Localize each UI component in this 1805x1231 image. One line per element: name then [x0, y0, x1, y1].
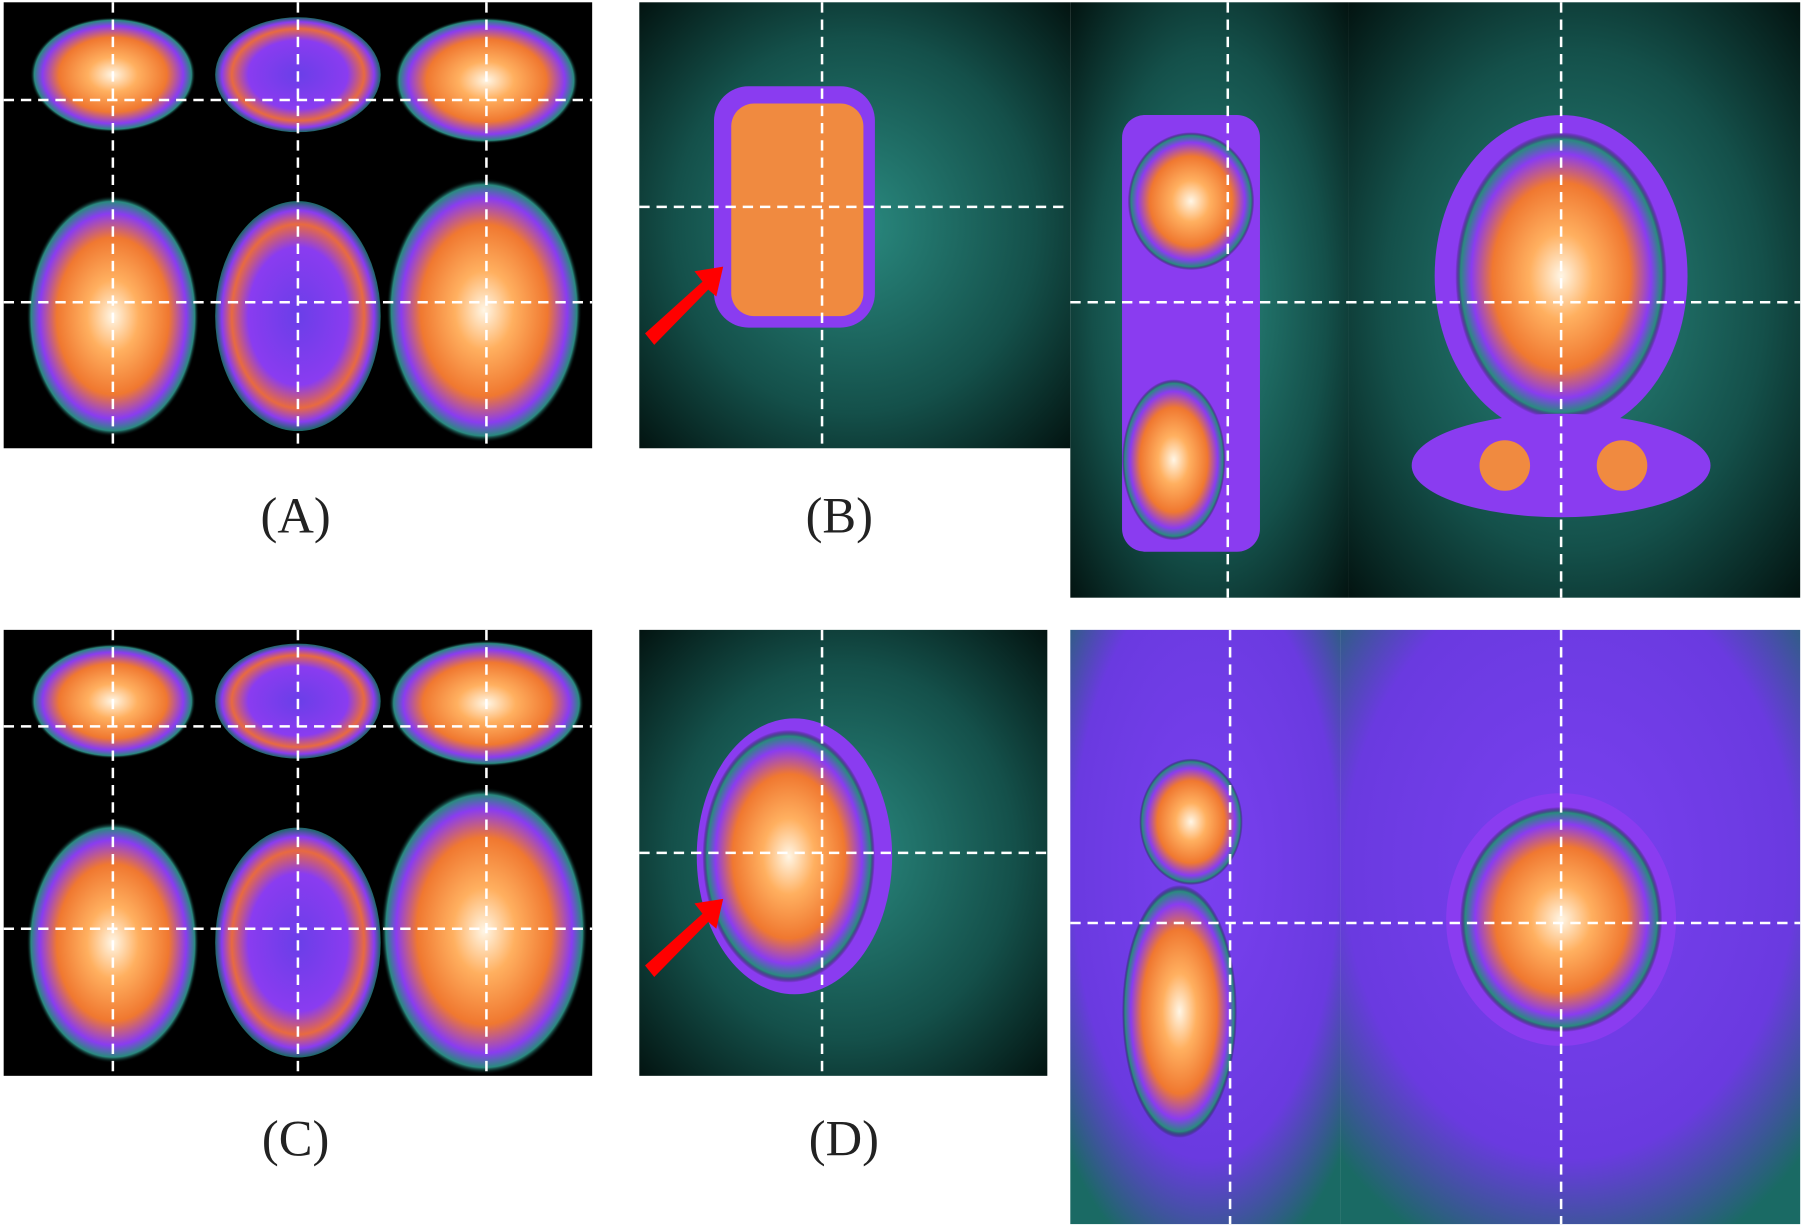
panel-b — [639, 2, 1801, 598]
panel-label: (D) — [809, 1110, 879, 1166]
panel-label: (C) — [262, 1110, 329, 1166]
panel-a — [3, 2, 593, 449]
panel-d — [639, 629, 1801, 1225]
panel-c — [3, 629, 593, 1076]
panel-label: (A) — [261, 487, 331, 543]
panel-label: (B) — [806, 487, 873, 543]
